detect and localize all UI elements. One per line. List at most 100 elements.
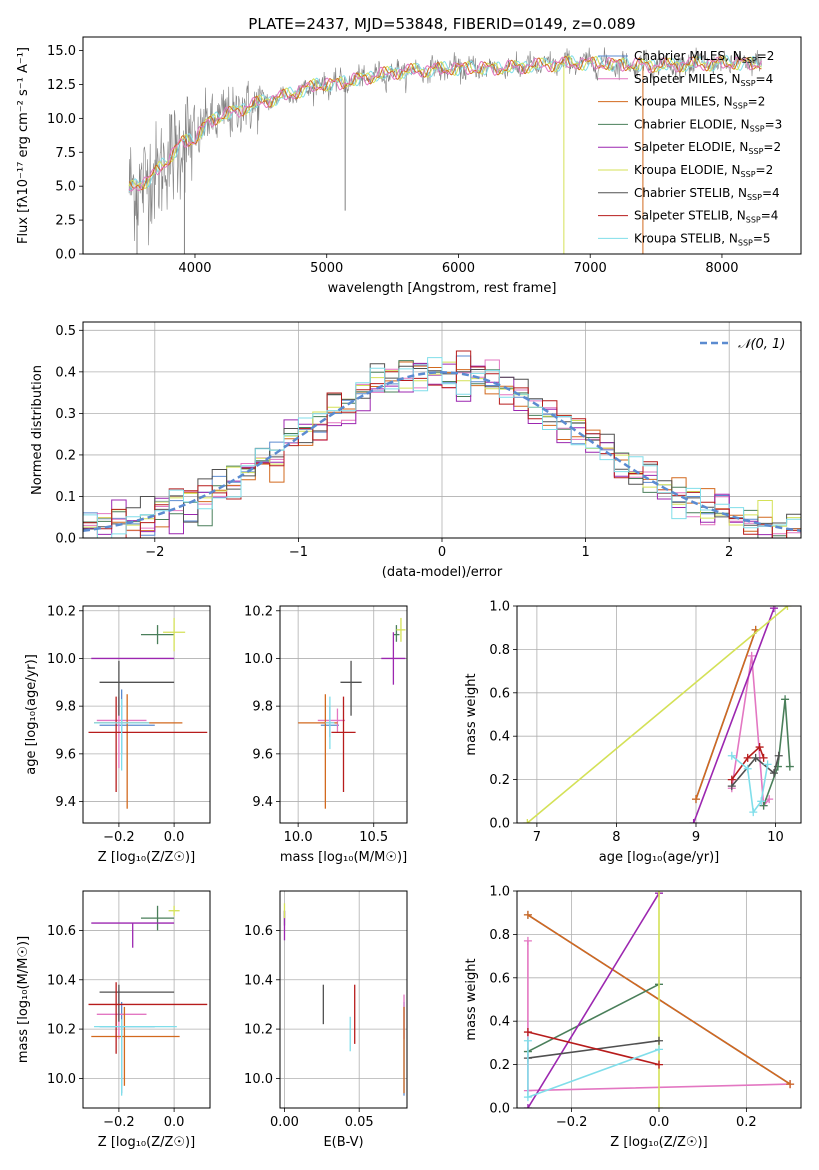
x-tick-label: 4000 [178, 261, 211, 276]
legend-entry: Salpeter STELIB, NSSP=4 [634, 209, 778, 225]
weight-marker [759, 753, 768, 762]
x-tick-label: 0.2 [736, 1115, 757, 1130]
x-tick-label: 8000 [705, 261, 738, 276]
y-tick-label: 10.2 [47, 604, 76, 619]
weight-marker [523, 1036, 532, 1045]
legend-entry-label: Chabrier STELIB, N [634, 186, 747, 200]
weight-line [527, 983, 660, 1053]
legend-entry: Chabrier STELIB, NSSP=4 [634, 186, 780, 202]
y-tick-label: 0.0 [489, 1102, 510, 1117]
legend-entry-suffix: =2 [757, 49, 775, 63]
x-tick-label: 10.0 [284, 830, 313, 845]
y-tick-label: 0.8 [489, 643, 510, 658]
weight-marker [655, 1036, 663, 1045]
weight-marker [523, 936, 532, 945]
legend-entry-sub: SSP [742, 56, 757, 65]
weight-marker [727, 775, 736, 784]
y-tick-label: 0.4 [55, 365, 76, 380]
weight-marker [749, 808, 758, 817]
legend-entry: Kroupa MILES, NSSP=2 [634, 95, 765, 111]
y-tick-label: 10.6 [244, 924, 273, 939]
y-axis-label: mass [log₁₀(M/M☉)] [16, 936, 31, 1063]
legend-entry-suffix: =2 [763, 140, 781, 154]
weight-line [731, 655, 770, 808]
y-axis-label: age [log₁₀(age/yr)] [24, 654, 39, 775]
y-tick-label: 10.2 [244, 604, 273, 619]
weight-marker [781, 695, 790, 704]
plot-area [88, 617, 208, 809]
mass-vs-metallicity-plot: −0.2 0.0 10.0 10.2 10.4 10.6 Z [log₁₀(Z/Z☉)] ma… [16, 890, 211, 1150]
weight-marker [523, 1104, 532, 1108]
y-tick-label: 10.4 [47, 973, 76, 988]
weight-marker [727, 751, 736, 760]
y-tick-label: 0.4 [489, 730, 510, 745]
y-tick-label: 9.6 [252, 747, 273, 762]
weight-marker [769, 769, 778, 778]
weight-line [762, 699, 791, 806]
y-tick-label: 0.8 [489, 928, 510, 943]
y-tick-label: 0.0 [55, 532, 76, 547]
legend-entry-sub: SSP [741, 79, 756, 88]
legend-entry: Chabrier MILES, NSSP=2 [634, 49, 774, 65]
legend-entry-suffix: =2 [756, 163, 774, 177]
x-tick-label: 0.0 [164, 1115, 185, 1130]
weight-marker [523, 1028, 532, 1037]
age-vs-mass-plot: 10.0 10.5 9.4 9.6 9.8 10.0 10.2 mass [log₁₀(M/M… [244, 604, 408, 865]
legend-entry-suffix: =4 [756, 72, 774, 86]
legend-entry-label: Kroupa MILES, N [634, 95, 733, 109]
x-axis-label: (data-model)/error [382, 565, 503, 580]
x-tick-label: 7 [533, 830, 541, 845]
y-tick-label: 1.0 [489, 885, 510, 900]
legend-entry-sub: SSP [741, 170, 756, 179]
y-tick-label: 0.6 [489, 971, 510, 986]
axes-frame [516, 890, 802, 1109]
x-tick-label: 8 [612, 830, 620, 845]
legend-entry-sub: SSP [738, 238, 753, 247]
weight-line [527, 892, 660, 1108]
weight-vs-metallicity-plot: −0.2 0.0 0.2 0.0 0.2 0.4 0.6 0.8 1.0 Z [log₁₀(Z/Z… [464, 885, 802, 1150]
plot-area [83, 350, 801, 538]
legend-entry-sub: SSP [747, 193, 762, 202]
y-tick-label: 10.6 [47, 924, 76, 939]
legend-entry-label: Chabrier MILES, N [634, 49, 742, 63]
weight-marker [757, 797, 766, 806]
normal-reference-line [83, 371, 801, 532]
x-tick-label: −0.2 [556, 1115, 588, 1130]
x-tick-label: −1 [289, 545, 308, 560]
y-tick-label: 9.8 [252, 700, 273, 715]
legend-entry-label: Salpeter ELODIE, N [634, 140, 748, 154]
age-vs-metallicity-plot: −0.2 0.0 9.4 9.6 9.8 10.0 10.2 Z [log₁₀(Z/Z☉)] a… [24, 604, 211, 865]
y-tick-label: 1.0 [489, 600, 510, 615]
y-tick-label: 10.0 [244, 1072, 273, 1087]
legend-entry: Chabrier ELODIE, NSSP=3 [634, 117, 782, 133]
y-axis-label: Normed distribution [30, 365, 45, 495]
axes-frame [82, 890, 211, 1109]
weight-marker [751, 753, 760, 762]
axes-frame [82, 36, 802, 255]
x-tick-label: 5000 [310, 261, 343, 276]
weight-marker [785, 762, 794, 771]
mass-vs-ebv-plot: 0.00 0.05 10.0 10.2 10.4 10.6 E(B-V) [244, 890, 408, 1150]
legend-entry: Salpeter ELODIE, NSSP=2 [634, 140, 781, 156]
x-tick-label: 10.5 [359, 830, 388, 845]
y-tick-label: 12.5 [47, 78, 76, 93]
legend-entry-suffix: =5 [753, 231, 771, 245]
y-tick-label: 2.5 [55, 214, 76, 229]
legend-entry-label: Salpeter STELIB, N [634, 209, 746, 223]
residual-histogram-plot: −2 −1 0 1 2 0.0 0.1 0.2 0.3 0.4 0.5 (data-model)/er… [30, 321, 802, 580]
weight-marker [759, 801, 768, 810]
weight-marker [763, 760, 772, 769]
legend-entry: Kroupa ELODIE, NSSP=2 [634, 163, 773, 179]
legend-entry-sub: SSP [748, 147, 763, 156]
y-tick-label: 0.1 [55, 490, 76, 505]
y-tick-label: 9.6 [55, 747, 76, 762]
legend-entry-sub: SSP [750, 124, 765, 133]
y-tick-label: 10.2 [244, 1023, 273, 1038]
spectrum-plot: 4000 5000 6000 7000 8000 0.0 2.5 5.0 7.5 10.0 12.5… [16, 36, 802, 296]
weight-marker [655, 1060, 663, 1069]
x-tick-label: 6000 [442, 261, 475, 276]
x-tick-label: −0.2 [103, 1115, 135, 1130]
y-tick-label: 0.3 [55, 407, 76, 422]
axes-frame [516, 605, 802, 824]
y-tick-label: 0.6 [489, 686, 510, 701]
